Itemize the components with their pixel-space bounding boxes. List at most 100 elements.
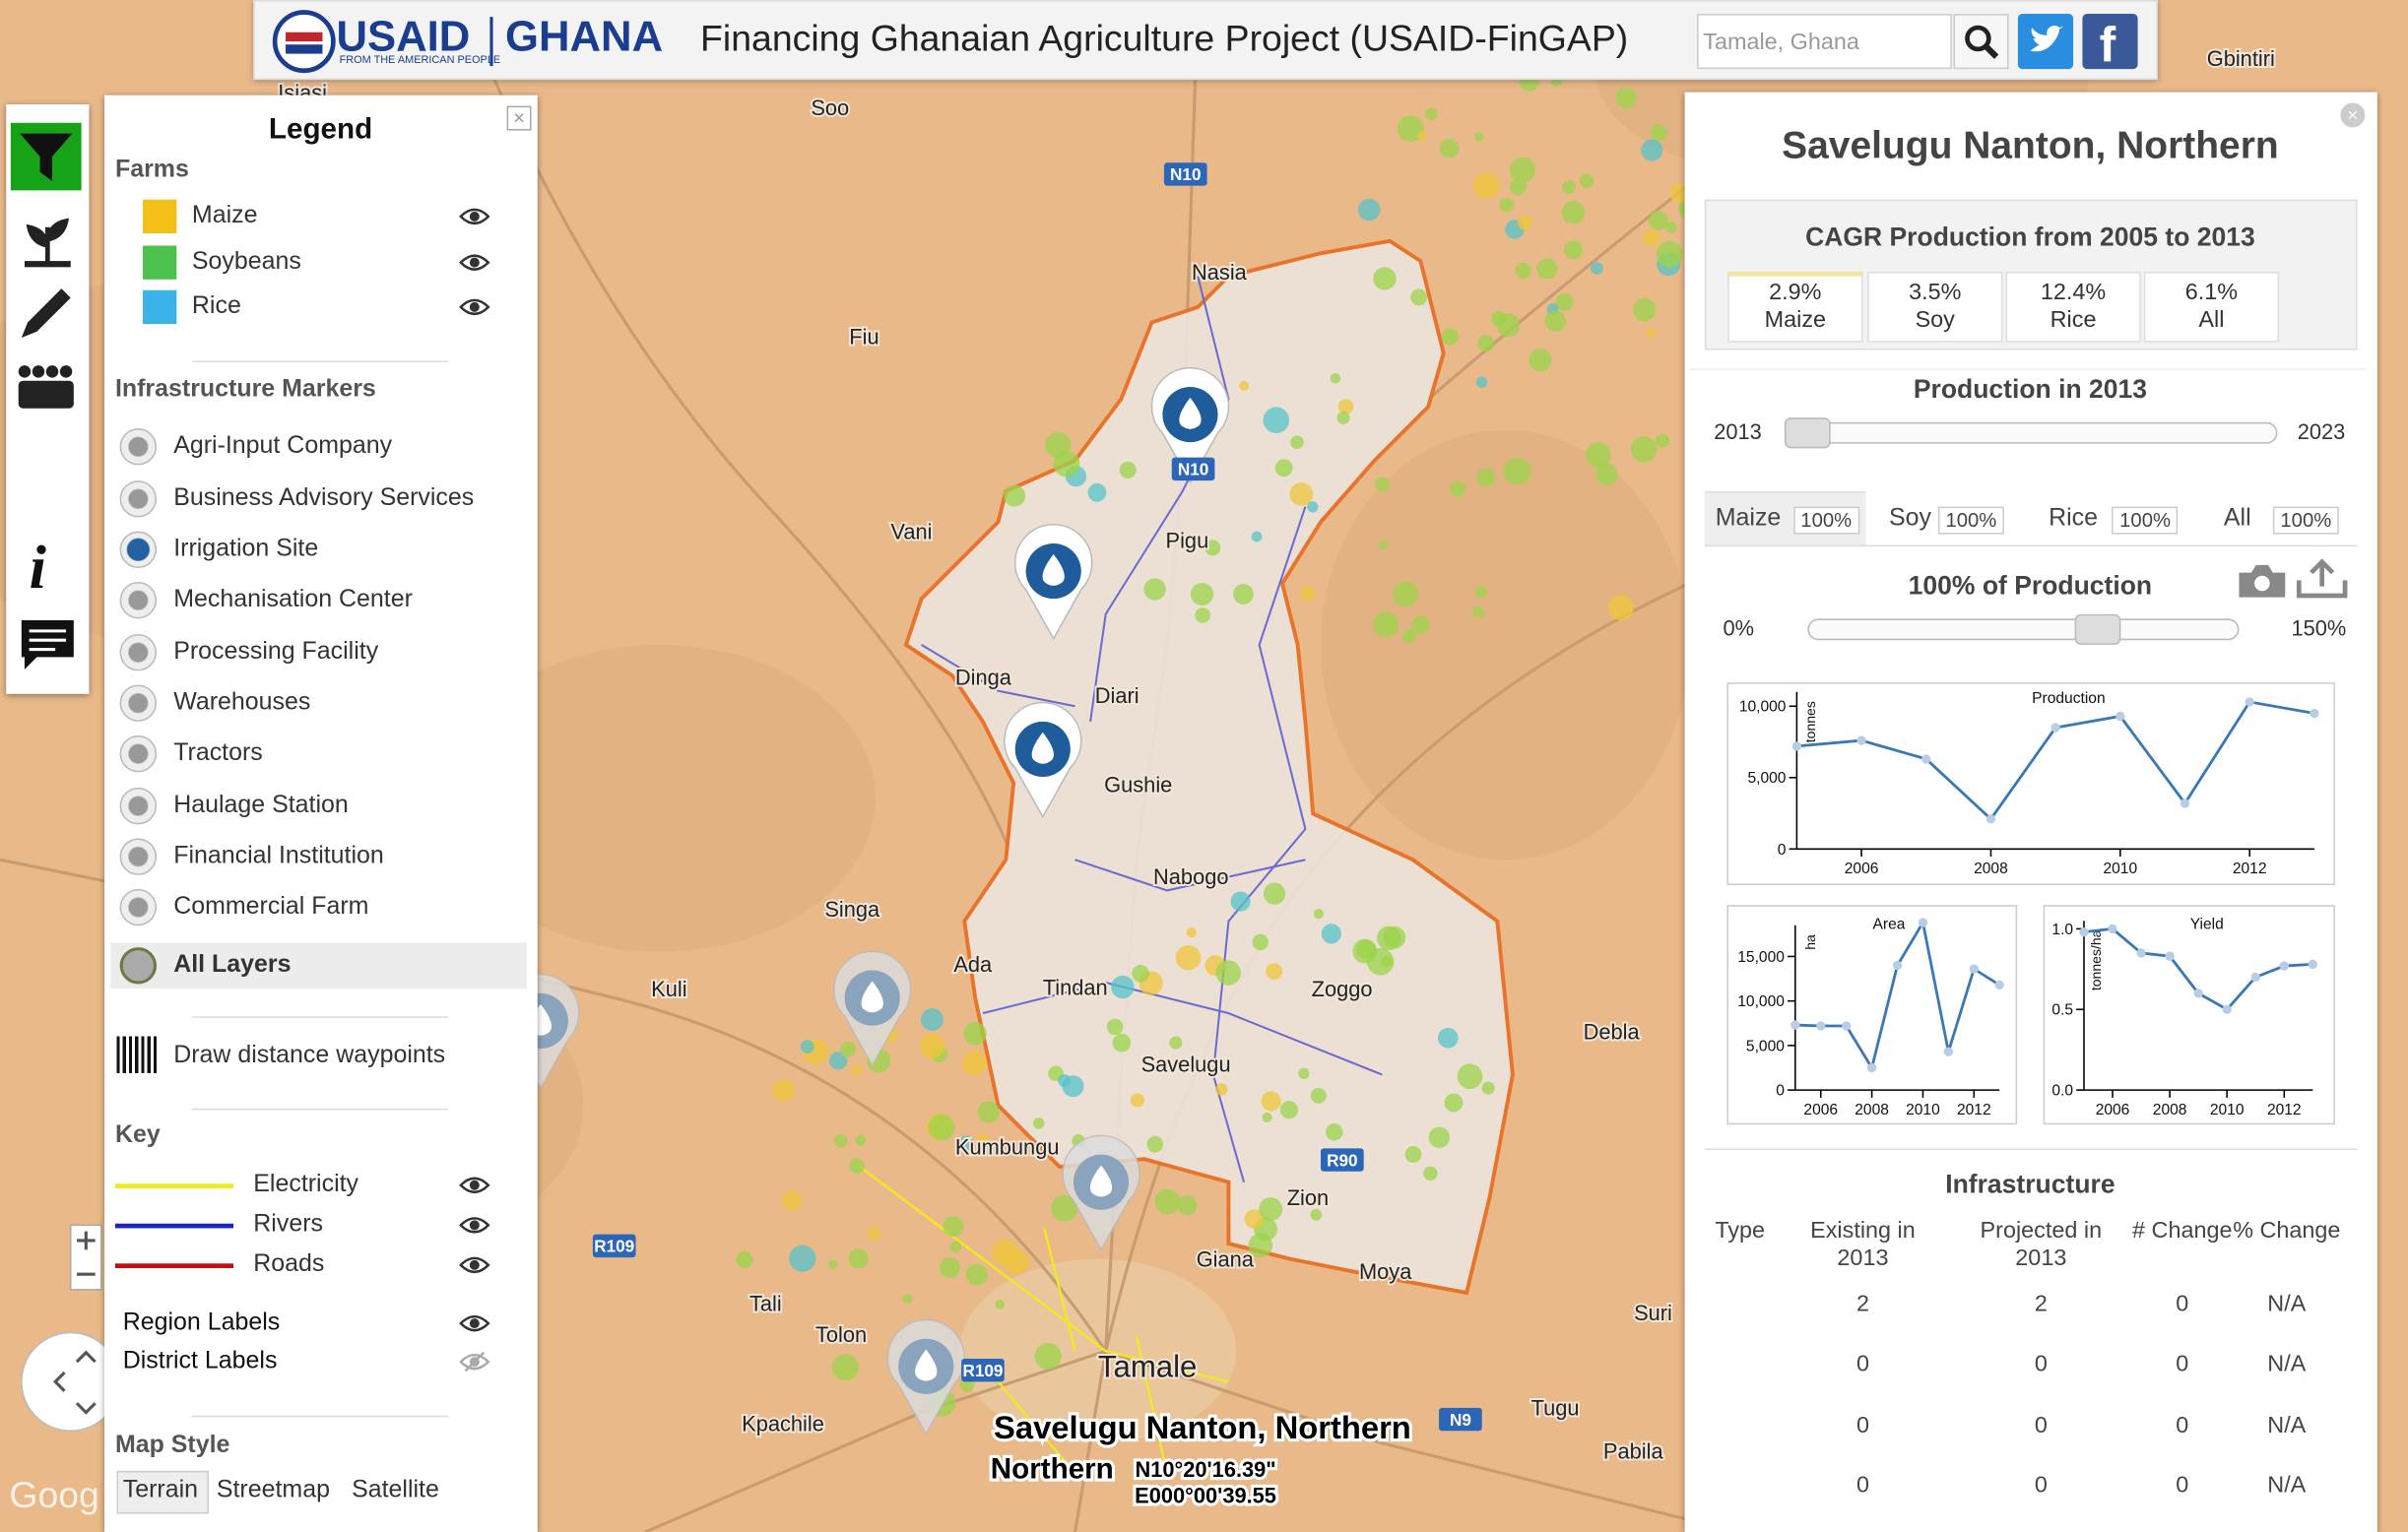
- waypoint-icon: [116, 1036, 158, 1073]
- key-name: Roads: [253, 1250, 325, 1278]
- road: [459, 0, 1015, 861]
- zoom-in[interactable]: [76, 1231, 96, 1250]
- farm-dot: [1230, 891, 1251, 912]
- crop-button[interactable]: [6, 200, 89, 277]
- marker-icon: [119, 633, 158, 671]
- visibility-toggle[interactable]: [459, 252, 490, 274]
- farm-dot: [902, 1293, 913, 1304]
- marker-name[interactable]: Mechanisation Center: [173, 586, 413, 613]
- farm-dot: [1457, 1063, 1483, 1090]
- farm-dot: [995, 1299, 1006, 1309]
- visibility-toggle[interactable]: [459, 1351, 490, 1372]
- tab-name[interactable]: All: [2223, 505, 2251, 532]
- farm-dot: [849, 1158, 865, 1174]
- marker-name[interactable]: Agri-Input Company: [173, 432, 393, 460]
- farm-dot: [1590, 262, 1603, 275]
- farm-dot: [1633, 297, 1657, 322]
- farm-dot: [1641, 139, 1663, 161]
- district-boundary: [982, 981, 1383, 1076]
- marker-name[interactable]: Warehouses: [173, 689, 311, 716]
- label-toggle[interactable]: District Labels: [122, 1348, 278, 1374]
- facebook-button[interactable]: f: [2082, 14, 2138, 72]
- marker-name[interactable]: Business Advisory Services: [173, 484, 475, 512]
- farm-dot: [1154, 1188, 1181, 1215]
- filter-button[interactable]: [10, 122, 82, 191]
- place-label: Savelugu: [1141, 1052, 1231, 1076]
- info-button[interactable]: i: [29, 533, 46, 603]
- road-label: N9: [1450, 1410, 1471, 1430]
- farm-dot: [1190, 582, 1214, 606]
- farm-dot: [1529, 349, 1552, 372]
- edit-button[interactable]: [6, 277, 89, 353]
- tab-name[interactable]: Soy: [1888, 505, 1931, 532]
- farm-dot: [940, 1256, 961, 1279]
- draw-waypoints[interactable]: Draw distance waypoints: [173, 1042, 446, 1069]
- tab-name[interactable]: Rice: [2049, 505, 2099, 532]
- all-layers-row[interactable]: [110, 942, 527, 989]
- marker-name[interactable]: Processing Facility: [173, 638, 379, 666]
- table-cell: 0: [2034, 1472, 2048, 1499]
- infrastructure-box: [1704, 1148, 2358, 1525]
- panel-close[interactable]: ×: [2340, 102, 2366, 128]
- map-style-option[interactable]: Satellite: [352, 1477, 439, 1503]
- share-slider[interactable]: [1807, 618, 2240, 641]
- comment-button[interactable]: [6, 611, 89, 679]
- site-marker-drop: [1179, 397, 1202, 429]
- farm-dot: [736, 1250, 753, 1269]
- slider-min: 0%: [1723, 615, 1755, 641]
- farm-dot: [1373, 611, 1399, 638]
- farm-name[interactable]: Maize: [191, 202, 258, 229]
- visibility-toggle[interactable]: [459, 1214, 490, 1236]
- search-input[interactable]: Tamale, Ghana: [1697, 14, 1952, 70]
- cagr-cell: [1727, 271, 1863, 343]
- key-name: Electricity: [253, 1171, 359, 1198]
- map-style-option[interactable]: Streetmap: [216, 1477, 330, 1503]
- farm-dot: [943, 1216, 964, 1238]
- road-shield: [1321, 1148, 1364, 1172]
- visibility-toggle[interactable]: [459, 296, 490, 318]
- site-title: Financing Ghanaian Agriculture Project (…: [700, 18, 1629, 60]
- key-swatch: [114, 1262, 234, 1268]
- marker-name[interactable]: Financial Institution: [173, 843, 384, 869]
- search-button[interactable]: [1953, 14, 2009, 70]
- farm-name[interactable]: Rice: [191, 292, 241, 320]
- marker-name[interactable]: Haulage Station: [173, 792, 349, 819]
- farm-dot: [1655, 433, 1670, 448]
- legend-close[interactable]: ×: [506, 105, 532, 131]
- twitter-button[interactable]: [2017, 14, 2074, 70]
- farm-dot: [1051, 1194, 1078, 1222]
- visibility-toggle[interactable]: [459, 1175, 490, 1196]
- visibility-toggle[interactable]: [459, 206, 490, 227]
- farm-name[interactable]: Soybeans: [191, 248, 301, 276]
- marker-name[interactable]: Irrigation Site: [173, 536, 319, 562]
- place-label: Nabogo: [1153, 864, 1228, 889]
- place-label: Tindan: [1043, 975, 1108, 999]
- cagr-value: 2.9%: [1769, 279, 1822, 306]
- tab-name[interactable]: Maize: [1715, 505, 1782, 532]
- farm-dot: [1195, 607, 1210, 623]
- visibility-toggle[interactable]: [459, 1254, 490, 1276]
- year-slider-handle[interactable]: [1784, 417, 1831, 449]
- section-title: Infrastructure: [1945, 1170, 2115, 1199]
- farm-dot: [1204, 540, 1221, 556]
- farm-dot: [1373, 267, 1397, 290]
- farm-dot: [1146, 1135, 1164, 1153]
- divider: [191, 360, 449, 362]
- year-slider[interactable]: [1784, 421, 2278, 444]
- people-button[interactable]: [6, 353, 89, 430]
- road-shield: [1163, 162, 1207, 186]
- key-swatch: [114, 1222, 234, 1228]
- farm-dot: [977, 1101, 1000, 1123]
- map-style-option[interactable]: Terrain: [122, 1477, 199, 1503]
- filter-icon: [20, 133, 73, 181]
- cagr-crop: Soy: [1915, 306, 1955, 334]
- site-marker-drop: [861, 981, 883, 1013]
- label-toggle[interactable]: Region Labels: [122, 1309, 281, 1336]
- marker-name[interactable]: Commercial Farm: [173, 893, 369, 921]
- pan-arrows: [52, 1350, 97, 1415]
- visibility-toggle[interactable]: [459, 1312, 490, 1334]
- table-cell: 2: [2034, 1291, 2048, 1317]
- share-slider-handle[interactable]: [2074, 613, 2121, 645]
- marker-name[interactable]: Tractors: [173, 739, 263, 767]
- table-cell: N/A: [2267, 1412, 2307, 1439]
